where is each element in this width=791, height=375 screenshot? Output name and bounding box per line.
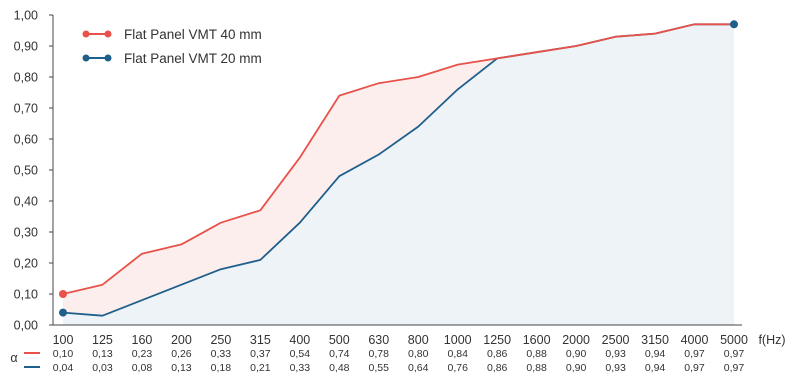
legend-marker-0 xyxy=(104,30,112,38)
data-label: 0,93 xyxy=(605,362,626,374)
data-label: 0,84 xyxy=(447,348,468,360)
area-fill-vmt-40 xyxy=(63,24,734,316)
series-line-0 xyxy=(62,23,734,295)
y-tick-label: 0,40 xyxy=(14,195,38,209)
data-label: 0,74 xyxy=(329,348,350,360)
series-lines xyxy=(59,20,738,317)
x-tick-label: 3150 xyxy=(641,333,669,347)
x-tick-label: 100 xyxy=(53,333,74,347)
data-label: 0,86 xyxy=(487,348,508,360)
data-label: 0,48 xyxy=(329,362,350,374)
value-table: α 0,10 0,13 0,23 0,26 0,33 0,37 0,54 0,74 0,78 0,8… xyxy=(10,348,744,374)
legend-marker-1 xyxy=(104,54,112,62)
data-label: 0,18 xyxy=(211,362,232,374)
data-label: 0,86 xyxy=(487,362,508,374)
x-tick-label: 4000 xyxy=(681,333,709,347)
data-label: 0,10 xyxy=(53,348,74,360)
data-label: 0,21 xyxy=(250,362,271,374)
x-tick-label: 1600 xyxy=(523,333,551,347)
y-tick-labels: 0,00 0,10 0,20 0,30 0,40 0,50 0,60 0,70 0,80 0,90… xyxy=(14,9,38,333)
data-label: 0,88 xyxy=(526,348,547,360)
data-label: 0,04 xyxy=(53,362,74,374)
data-label: 0,97 xyxy=(684,362,705,374)
x-tick-label: 400 xyxy=(289,333,310,347)
legend-label-1: Flat Panel VMT 20 mm xyxy=(124,51,262,66)
y-tick-label: 0,70 xyxy=(14,102,38,116)
x-tick-label: 2000 xyxy=(562,333,590,347)
data-label: 0,37 xyxy=(250,348,271,360)
data-label: 0,26 xyxy=(171,348,192,360)
x-tick-label: 5000 xyxy=(720,333,748,347)
data-label: 0,13 xyxy=(171,362,192,374)
x-tick-label: 1250 xyxy=(483,333,511,347)
data-label: 0,33 xyxy=(211,348,232,360)
data-label: 0,93 xyxy=(605,348,626,360)
legend-marker-0 xyxy=(82,30,90,38)
x-tick-label: 160 xyxy=(132,333,153,347)
series-1-end-marker xyxy=(730,20,738,29)
series-0-start-marker xyxy=(59,290,67,298)
x-tick-label: 800 xyxy=(408,333,429,347)
data-label: 0,90 xyxy=(566,348,587,360)
y-tick-label: 1,00 xyxy=(14,9,38,23)
y-tick-label: 0,20 xyxy=(14,257,38,271)
legend-label-0: Flat Panel VMT 40 mm xyxy=(124,27,262,42)
y-tick-label: 0,60 xyxy=(14,133,38,147)
x-tick-label: 1000 xyxy=(444,333,472,347)
x-axis-label: f(Hz) xyxy=(758,333,785,347)
legend-marker-1 xyxy=(82,54,90,62)
data-label: 0,94 xyxy=(645,348,666,360)
data-label: 0,55 xyxy=(369,362,390,374)
data-label: 0,03 xyxy=(92,362,113,374)
data-label: 0,64 xyxy=(408,362,429,374)
y-axis-label: α xyxy=(10,351,17,365)
x-tick-labels: 100 125 160 200 250 315 400 500 630 800 1000 1250 16… xyxy=(53,333,786,347)
y-tick-label: 0,90 xyxy=(14,40,38,54)
data-label: 0,76 xyxy=(447,362,468,374)
data-label: 0,08 xyxy=(132,362,153,374)
y-tick-label: 0,00 xyxy=(14,319,38,333)
data-label: 0,90 xyxy=(566,362,587,374)
data-label: 0,80 xyxy=(408,348,429,360)
x-tick-label: 630 xyxy=(368,333,389,347)
data-label: 0,13 xyxy=(92,348,113,360)
y-tick-label: 0,80 xyxy=(14,71,38,85)
data-label: 0,97 xyxy=(724,362,745,374)
data-label: 0,97 xyxy=(684,348,705,360)
axes xyxy=(49,14,742,326)
x-tick-label: 315 xyxy=(250,333,271,347)
data-label: 0,33 xyxy=(290,362,311,374)
data-label: 0,97 xyxy=(724,348,745,360)
y-tick-label: 0,30 xyxy=(14,226,38,240)
series-1-start-marker xyxy=(59,308,67,317)
data-label: 0,54 xyxy=(290,348,311,360)
x-tick-label: 500 xyxy=(329,333,350,347)
x-tick-label: 200 xyxy=(171,333,192,347)
data-label: 0,23 xyxy=(132,348,153,360)
data-label: 0,94 xyxy=(645,362,666,374)
x-tick-label: 125 xyxy=(92,333,113,347)
y-tick-label: 0,10 xyxy=(14,288,38,302)
x-tick-label: 250 xyxy=(210,333,231,347)
legend: Flat Panel VMT 40 mm Flat Panel VMT 20 mm xyxy=(82,27,262,66)
x-tick-label: 2500 xyxy=(602,333,630,347)
data-label: 0,88 xyxy=(526,362,547,374)
y-tick-label: 0,50 xyxy=(14,164,38,178)
area-fills xyxy=(63,24,734,326)
area-fill-vmt-20 xyxy=(63,24,734,326)
data-label: 0,78 xyxy=(369,348,390,360)
